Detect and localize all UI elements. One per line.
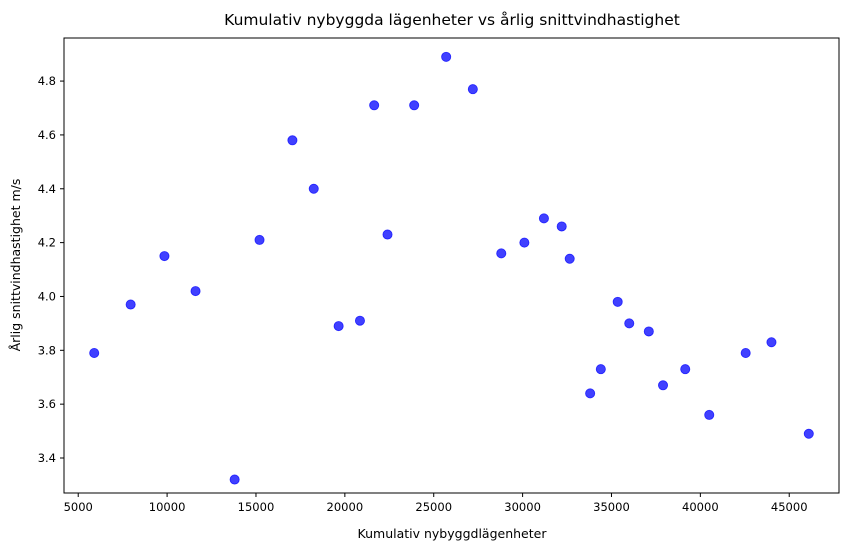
scatter-point xyxy=(538,213,549,224)
y-tick-label: 3.6 xyxy=(38,397,56,411)
y-tick-label: 4.6 xyxy=(38,128,56,142)
scatter-point xyxy=(308,183,319,194)
scatter-point xyxy=(89,347,100,358)
x-axis-label: Kumulativ nybyggdlägenheter xyxy=(358,526,548,541)
y-tick-label: 4.4 xyxy=(38,182,56,196)
scatter-point xyxy=(254,234,265,245)
scatter-point xyxy=(467,84,478,95)
plot-frame xyxy=(63,37,840,494)
x-tick-label: 30000 xyxy=(504,500,541,514)
scatter-point xyxy=(519,237,530,248)
scatter-point xyxy=(354,315,365,326)
x-tick-label: 40000 xyxy=(682,500,719,514)
x-tick-label: 15000 xyxy=(238,500,275,514)
scatter-point xyxy=(441,51,452,62)
scatter-point xyxy=(287,135,298,146)
x-tick-label: 25000 xyxy=(415,500,452,514)
scatter-point xyxy=(766,337,777,348)
y-tick-label: 4.0 xyxy=(38,289,56,303)
scatter-point xyxy=(658,380,669,391)
y-tick-label: 3.4 xyxy=(38,451,56,465)
y-axis: 3.4 3.6 3.8 4.0 4.2 4.4 4.6 4.8 xyxy=(38,74,64,465)
x-axis: 5000 10000 15000 20000 25000 30000 35000 40000 4… xyxy=(64,493,808,514)
scatter-point xyxy=(564,253,575,264)
scatter-point xyxy=(612,296,623,307)
scatter-point xyxy=(229,474,240,485)
x-tick-label: 20000 xyxy=(327,500,364,514)
y-axis-label: Årlig snittvindhastighet m/s xyxy=(8,179,23,352)
scatter-point xyxy=(190,286,201,297)
scatter-point xyxy=(369,100,380,111)
x-tick-label: 45000 xyxy=(771,500,808,514)
scatter-point xyxy=(680,364,691,375)
scatter-point xyxy=(556,221,567,232)
y-tick-label: 3.8 xyxy=(38,343,56,357)
scatter-point xyxy=(624,318,635,329)
scatter-point xyxy=(125,299,136,310)
x-tick-label: 35000 xyxy=(593,500,630,514)
scatter-point xyxy=(409,100,420,111)
scatter-point xyxy=(496,248,507,259)
scatter-point xyxy=(643,326,654,337)
chart-title: Kumulativ nybyggda lägenheter vs årlig s… xyxy=(224,11,680,29)
x-tick-label: 5000 xyxy=(64,500,93,514)
scatter-point xyxy=(585,388,596,399)
y-tick-label: 4.8 xyxy=(38,74,56,88)
scatter-point xyxy=(333,321,344,332)
scatter-point xyxy=(382,229,393,240)
scatter-point xyxy=(595,364,606,375)
scatter-point xyxy=(803,428,814,439)
scatter-point xyxy=(159,251,170,262)
points-layer xyxy=(89,51,814,485)
y-tick-label: 4.2 xyxy=(38,236,56,250)
x-tick-label: 10000 xyxy=(149,500,186,514)
scatter-point xyxy=(704,409,715,420)
scatter-point xyxy=(740,347,751,358)
